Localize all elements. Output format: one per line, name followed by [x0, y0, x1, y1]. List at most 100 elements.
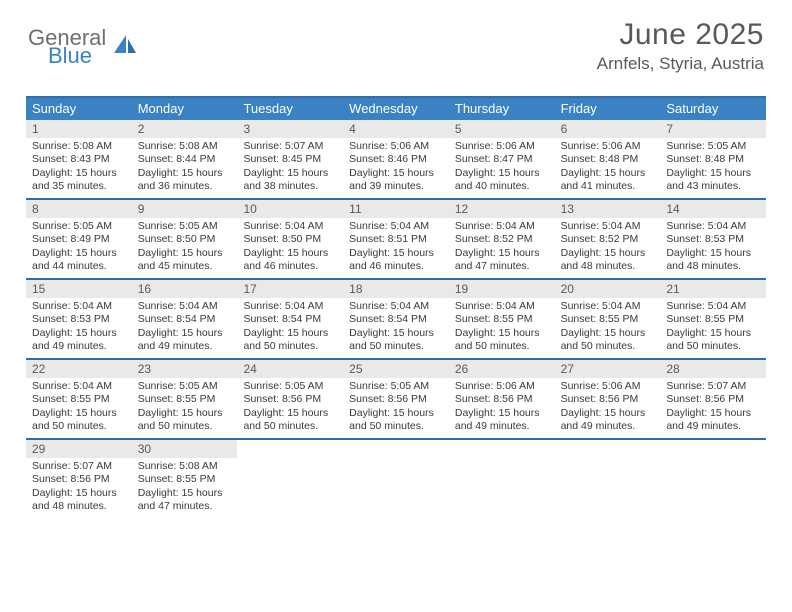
sunrise-line: Sunrise: 5:05 AM: [138, 220, 232, 233]
day-details: Sunrise: 5:07 AMSunset: 8:56 PMDaylight:…: [660, 378, 766, 438]
logo-text: General Blue: [28, 28, 106, 66]
daylight-line-1: Daylight: 15 hours: [32, 487, 126, 500]
daylight-line-1: Daylight: 15 hours: [561, 407, 655, 420]
daylight-line-2: and 49 minutes.: [138, 340, 232, 353]
daylight-line-2: and 50 minutes.: [138, 420, 232, 433]
daylight-line-1: Daylight: 15 hours: [561, 167, 655, 180]
daylight-line-1: Daylight: 15 hours: [455, 167, 549, 180]
sunrise-line: Sunrise: 5:06 AM: [349, 140, 443, 153]
day-cell: 4Sunrise: 5:06 AMSunset: 8:46 PMDaylight…: [343, 120, 449, 198]
day-number: 6: [555, 120, 661, 138]
daylight-line-1: Daylight: 15 hours: [138, 407, 232, 420]
daylight-line-1: Daylight: 15 hours: [138, 487, 232, 500]
sunset-line: Sunset: 8:50 PM: [243, 233, 337, 246]
daylight-line-1: Daylight: 15 hours: [455, 327, 549, 340]
day-number: 12: [449, 200, 555, 218]
day-details: Sunrise: 5:05 AMSunset: 8:56 PMDaylight:…: [343, 378, 449, 438]
day-details: Sunrise: 5:08 AMSunset: 8:44 PMDaylight:…: [132, 138, 238, 198]
day-details: Sunrise: 5:04 AMSunset: 8:50 PMDaylight:…: [237, 218, 343, 278]
daylight-line-1: Daylight: 15 hours: [349, 327, 443, 340]
day-number: 8: [26, 200, 132, 218]
sunset-line: Sunset: 8:56 PM: [32, 473, 126, 486]
sunset-line: Sunset: 8:51 PM: [349, 233, 443, 246]
day-cell: 19Sunrise: 5:04 AMSunset: 8:55 PMDayligh…: [449, 280, 555, 358]
day-number: 30: [132, 440, 238, 458]
logo-word-blue: Blue: [48, 46, 106, 66]
day-cell: 17Sunrise: 5:04 AMSunset: 8:54 PMDayligh…: [237, 280, 343, 358]
daylight-line-2: and 47 minutes.: [455, 260, 549, 273]
day-details: Sunrise: 5:04 AMSunset: 8:55 PMDaylight:…: [449, 298, 555, 358]
empty-cell: [660, 440, 766, 518]
day-number: 22: [26, 360, 132, 378]
day-details: Sunrise: 5:04 AMSunset: 8:55 PMDaylight:…: [26, 378, 132, 438]
day-number: 15: [26, 280, 132, 298]
day-number: 23: [132, 360, 238, 378]
day-cell: 7Sunrise: 5:05 AMSunset: 8:48 PMDaylight…: [660, 120, 766, 198]
daylight-line-2: and 50 minutes.: [32, 420, 126, 433]
sunset-line: Sunset: 8:53 PM: [666, 233, 760, 246]
sunset-line: Sunset: 8:43 PM: [32, 153, 126, 166]
day-number: 7: [660, 120, 766, 138]
day-details: Sunrise: 5:05 AMSunset: 8:55 PMDaylight:…: [132, 378, 238, 438]
sunrise-line: Sunrise: 5:04 AM: [666, 220, 760, 233]
sunrise-line: Sunrise: 5:04 AM: [561, 220, 655, 233]
day-cell: 2Sunrise: 5:08 AMSunset: 8:44 PMDaylight…: [132, 120, 238, 198]
daylight-line-1: Daylight: 15 hours: [138, 247, 232, 260]
day-header-thursday: Thursday: [449, 98, 555, 120]
daylight-line-2: and 50 minutes.: [243, 420, 337, 433]
day-cell: 12Sunrise: 5:04 AMSunset: 8:52 PMDayligh…: [449, 200, 555, 278]
sunrise-line: Sunrise: 5:07 AM: [32, 460, 126, 473]
day-cell: 6Sunrise: 5:06 AMSunset: 8:48 PMDaylight…: [555, 120, 661, 198]
day-details: Sunrise: 5:06 AMSunset: 8:56 PMDaylight:…: [555, 378, 661, 438]
sunset-line: Sunset: 8:56 PM: [561, 393, 655, 406]
daylight-line-1: Daylight: 15 hours: [243, 247, 337, 260]
sunrise-line: Sunrise: 5:04 AM: [349, 220, 443, 233]
sunrise-line: Sunrise: 5:04 AM: [32, 300, 126, 313]
sunrise-line: Sunrise: 5:04 AM: [561, 300, 655, 313]
daylight-line-1: Daylight: 15 hours: [455, 407, 549, 420]
sunset-line: Sunset: 8:56 PM: [349, 393, 443, 406]
day-number: 11: [343, 200, 449, 218]
sunset-line: Sunset: 8:44 PM: [138, 153, 232, 166]
day-details: Sunrise: 5:04 AMSunset: 8:54 PMDaylight:…: [237, 298, 343, 358]
day-cell: 24Sunrise: 5:05 AMSunset: 8:56 PMDayligh…: [237, 360, 343, 438]
location-subtitle: Arnfels, Styria, Austria: [597, 54, 764, 74]
day-cell: 10Sunrise: 5:04 AMSunset: 8:50 PMDayligh…: [237, 200, 343, 278]
day-cell: 29Sunrise: 5:07 AMSunset: 8:56 PMDayligh…: [26, 440, 132, 518]
day-details: Sunrise: 5:05 AMSunset: 8:48 PMDaylight:…: [660, 138, 766, 198]
daylight-line-1: Daylight: 15 hours: [455, 247, 549, 260]
sunrise-line: Sunrise: 5:04 AM: [138, 300, 232, 313]
day-cell: 28Sunrise: 5:07 AMSunset: 8:56 PMDayligh…: [660, 360, 766, 438]
sunset-line: Sunset: 8:54 PM: [243, 313, 337, 326]
sunset-line: Sunset: 8:47 PM: [455, 153, 549, 166]
daylight-line-1: Daylight: 15 hours: [666, 407, 760, 420]
day-number: 16: [132, 280, 238, 298]
sunrise-line: Sunrise: 5:07 AM: [666, 380, 760, 393]
sunset-line: Sunset: 8:55 PM: [138, 393, 232, 406]
sunset-line: Sunset: 8:54 PM: [349, 313, 443, 326]
sunset-line: Sunset: 8:49 PM: [32, 233, 126, 246]
daylight-line-2: and 36 minutes.: [138, 180, 232, 193]
week-row: 22Sunrise: 5:04 AMSunset: 8:55 PMDayligh…: [26, 360, 766, 440]
daylight-line-2: and 50 minutes.: [349, 420, 443, 433]
daylight-line-1: Daylight: 15 hours: [666, 247, 760, 260]
daylight-line-2: and 39 minutes.: [349, 180, 443, 193]
daylight-line-2: and 49 minutes.: [32, 340, 126, 353]
daylight-line-2: and 40 minutes.: [455, 180, 549, 193]
sunset-line: Sunset: 8:55 PM: [455, 313, 549, 326]
day-details: Sunrise: 5:04 AMSunset: 8:52 PMDaylight:…: [449, 218, 555, 278]
daylight-line-1: Daylight: 15 hours: [138, 167, 232, 180]
sunset-line: Sunset: 8:56 PM: [455, 393, 549, 406]
sunset-line: Sunset: 8:55 PM: [561, 313, 655, 326]
day-number: 9: [132, 200, 238, 218]
empty-cell: [237, 440, 343, 518]
daylight-line-1: Daylight: 15 hours: [243, 407, 337, 420]
day-cell: 5Sunrise: 5:06 AMSunset: 8:47 PMDaylight…: [449, 120, 555, 198]
sunset-line: Sunset: 8:56 PM: [666, 393, 760, 406]
day-details: Sunrise: 5:04 AMSunset: 8:55 PMDaylight:…: [660, 298, 766, 358]
day-details: Sunrise: 5:04 AMSunset: 8:54 PMDaylight:…: [343, 298, 449, 358]
day-number: 25: [343, 360, 449, 378]
day-details: Sunrise: 5:06 AMSunset: 8:56 PMDaylight:…: [449, 378, 555, 438]
day-details: Sunrise: 5:07 AMSunset: 8:45 PMDaylight:…: [237, 138, 343, 198]
day-cell: 20Sunrise: 5:04 AMSunset: 8:55 PMDayligh…: [555, 280, 661, 358]
